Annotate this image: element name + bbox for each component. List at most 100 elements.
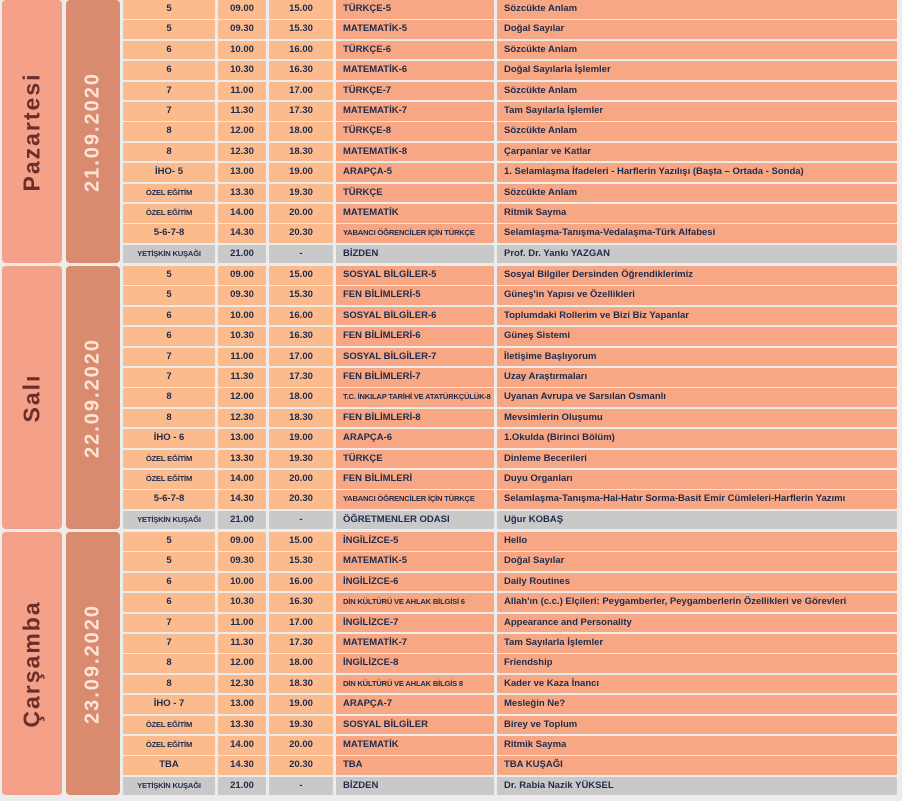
repeat-time: 15.30	[269, 552, 333, 571]
grade: 7	[123, 634, 215, 653]
subject: MATEMATİK	[336, 204, 494, 223]
subject: YABANCI ÖĞRENCİLER İÇİN TÜRKÇE	[336, 224, 494, 243]
topic: Doğal Sayılar	[497, 552, 897, 571]
subject: TÜRKÇE-5	[336, 0, 494, 19]
repeat-time: 18.30	[269, 408, 333, 428]
repeat-time: 16.00	[269, 306, 333, 326]
grade: ÖZEL EĞİTİM	[123, 449, 215, 469]
start-time: 12.00	[218, 654, 266, 673]
start-time: 11.00	[218, 613, 266, 633]
topic: Toplumdaki Rollerim ve Bizi Biz Yapanlar	[497, 306, 897, 326]
repeat-time: 15.00	[269, 0, 333, 19]
start-time: 13.00	[218, 163, 266, 182]
subject: SOSYAL BİLGİLER-7	[336, 347, 494, 367]
subject: TÜRKÇE-8	[336, 122, 494, 141]
topic: Sözcükte Anlam	[497, 0, 897, 19]
grade: 5-6-7-8	[123, 224, 215, 243]
start-time: 10.30	[218, 61, 266, 80]
subject: ÖĞRETMENLER ODASI	[336, 510, 494, 530]
topic: Sözcükte Anlam	[497, 183, 897, 203]
topic: Sözcükte Anlam	[497, 122, 897, 141]
day-name: Salı	[18, 373, 45, 423]
start-time: 14.30	[218, 756, 266, 775]
start-time: 09.30	[218, 20, 266, 39]
grade: YETİŞKİN KUŞAĞI	[123, 244, 215, 264]
grade: ÖZEL EĞİTİM	[123, 715, 215, 735]
repeat-time: 16.00	[269, 40, 333, 60]
grade: 6	[123, 306, 215, 326]
start-time: 11.30	[218, 368, 266, 387]
start-time: 14.30	[218, 490, 266, 509]
date-cell: 23.09.2020	[66, 532, 120, 796]
repeat-time: 17.30	[269, 102, 333, 121]
grade: 7	[123, 102, 215, 121]
topic: Çarpanlar ve Katlar	[497, 142, 897, 162]
start-time: 09.30	[218, 552, 266, 571]
start-time: 09.00	[218, 532, 266, 551]
subject: İNGİLİZCE-5	[336, 532, 494, 551]
repeat-time: 20.30	[269, 224, 333, 243]
day-cell: Çarşamba	[2, 532, 62, 796]
date: 21.09.2020	[81, 71, 104, 192]
repeat-time: 19.30	[269, 715, 333, 735]
subject: YABANCI ÖĞRENCİLER İÇİN TÜRKÇE	[336, 490, 494, 509]
start-time: 14.00	[218, 736, 266, 755]
repeat-time: 17.00	[269, 347, 333, 367]
grade: TBA	[123, 756, 215, 775]
topic: Mesleğin Ne?	[497, 695, 897, 714]
subject: DİN KÜLTÜRÜ VE AHLAK BİLGİSİ 6	[336, 593, 494, 612]
subject: SOSYAL BİLGİLER-5	[336, 266, 494, 285]
grade: 6	[123, 40, 215, 60]
grade: 8	[123, 122, 215, 141]
subject: MATEMATİK-5	[336, 20, 494, 39]
grade: 5	[123, 552, 215, 571]
repeat-time: 16.30	[269, 593, 333, 612]
repeat-time: 19.00	[269, 695, 333, 714]
day-name: Pazartesi	[18, 72, 45, 192]
start-time: 09.00	[218, 266, 266, 285]
grade: 5-6-7-8	[123, 490, 215, 509]
start-time: 09.00	[218, 0, 266, 19]
topic: Ritmik Sayma	[497, 204, 897, 223]
repeat-time: 16.00	[269, 572, 333, 592]
repeat-time: 20.30	[269, 490, 333, 509]
start-time: 13.00	[218, 429, 266, 448]
repeat-time: 20.00	[269, 736, 333, 755]
start-time: 14.00	[218, 470, 266, 489]
topic: Duyu Organları	[497, 470, 897, 489]
start-time: 14.00	[218, 204, 266, 223]
grade: YETİŞKİN KUŞAĞI	[123, 510, 215, 530]
topic: Prof. Dr. Yankı YAZGAN	[497, 244, 897, 264]
start-time: 12.00	[218, 122, 266, 141]
repeat-time: 19.00	[269, 429, 333, 448]
topic: Güneş'in Yapısı ve Özellikleri	[497, 286, 897, 305]
topic: Daily Routines	[497, 572, 897, 592]
grade: 8	[123, 408, 215, 428]
subject: ARAPÇA-5	[336, 163, 494, 182]
topic: Uyanan Avrupa ve Sarsılan Osmanlı	[497, 388, 897, 407]
start-time: 21.00	[218, 776, 266, 796]
subject: TÜRKÇE	[336, 449, 494, 469]
subject: TÜRKÇE-7	[336, 81, 494, 101]
grade: 7	[123, 368, 215, 387]
grade: İHO - 6	[123, 429, 215, 448]
subject: FEN BİLİMLERİ-5	[336, 286, 494, 305]
day-name: Çarşamba	[18, 600, 45, 728]
grade: 5	[123, 286, 215, 305]
start-time: 21.00	[218, 244, 266, 264]
repeat-time: 20.00	[269, 204, 333, 223]
repeat-time: 15.00	[269, 532, 333, 551]
grade: ÖZEL EĞİTİM	[123, 204, 215, 223]
subject: İNGİLİZCE-6	[336, 572, 494, 592]
topic: Sözcükte Anlam	[497, 40, 897, 60]
repeat-time: 16.30	[269, 327, 333, 346]
repeat-time: 18.30	[269, 142, 333, 162]
topic: Uğur KOBAŞ	[497, 510, 897, 530]
repeat-time: 16.30	[269, 61, 333, 80]
grade: 5	[123, 532, 215, 551]
topic: Allah'ın (c.c.) Elçileri: Peygamberler, …	[497, 593, 897, 612]
grade: 8	[123, 142, 215, 162]
subject: ARAPÇA-7	[336, 695, 494, 714]
topic: Dr. Rabia Nazik YÜKSEL	[497, 776, 897, 796]
